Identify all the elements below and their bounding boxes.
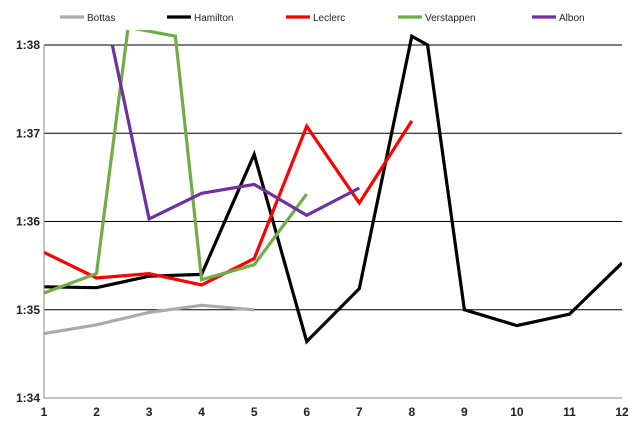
y-tick-label: 1:36 xyxy=(16,215,40,229)
legend-label-bottas: Bottas xyxy=(87,13,115,24)
x-tick-label: 5 xyxy=(251,405,258,419)
legend: Bottas Hamilton Leclerc Verstappen Albon xyxy=(60,13,585,24)
series-line-verstappen xyxy=(44,30,308,295)
axes xyxy=(43,45,622,399)
y-tick-label: 1:35 xyxy=(16,303,40,317)
x-tick-label: 9 xyxy=(461,405,468,419)
legend-label-leclerc: Leclerc xyxy=(313,13,345,24)
x-tick-label: 8 xyxy=(408,405,415,419)
y-axis-tick-labels: 1:34 1:35 1:36 1:37 1:38 xyxy=(16,38,40,405)
y-tick-label: 1:34 xyxy=(16,391,40,405)
x-tick-label: 3 xyxy=(146,405,153,419)
x-tick-label: 6 xyxy=(303,405,310,419)
gridlines xyxy=(44,44,622,311)
x-axis-tick-labels: 1 2 3 4 5 6 7 8 9 10 11 12 xyxy=(41,405,629,419)
series-line-albon xyxy=(110,44,361,222)
series-line-bottas xyxy=(44,303,255,336)
y-tick-label: 1:37 xyxy=(16,126,40,140)
y-tick-label: 1:38 xyxy=(16,38,40,52)
x-tick-label: 12 xyxy=(615,405,629,419)
x-tick-label: 2 xyxy=(93,405,100,419)
x-tick-label: 4 xyxy=(198,405,205,419)
x-tick-label: 11 xyxy=(563,405,576,419)
x-tick-label: 7 xyxy=(356,405,363,419)
legend-label-hamilton: Hamilton xyxy=(194,13,233,24)
legend-label-albon: Albon xyxy=(559,13,585,24)
legend-label-verstappen: Verstappen xyxy=(425,13,476,24)
series-line-hamilton xyxy=(44,33,622,345)
x-tick-label: 1 xyxy=(41,405,48,419)
series-lines xyxy=(44,30,622,345)
x-tick-label: 10 xyxy=(510,405,524,419)
